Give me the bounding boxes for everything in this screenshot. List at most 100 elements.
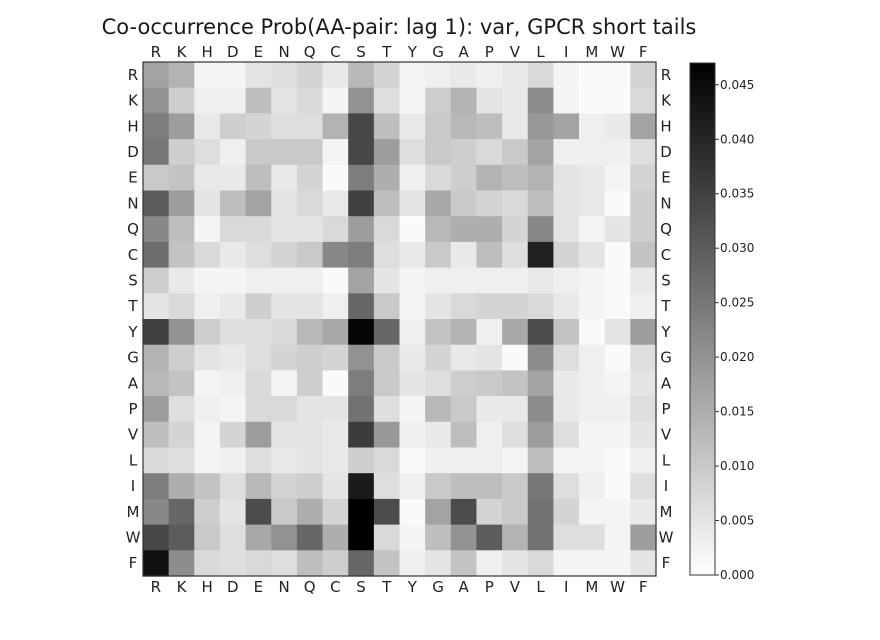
heatmap-cell (502, 319, 529, 346)
heatmap-cell (168, 293, 195, 320)
heatmap-cell (143, 550, 170, 577)
heatmap-cell (527, 498, 554, 526)
y-tick-label: M (660, 503, 673, 521)
heatmap-cell (553, 550, 580, 577)
heatmap-cell (399, 370, 426, 397)
heatmap-cell (194, 344, 221, 371)
heatmap-cell (476, 113, 503, 140)
heatmap-cell (296, 396, 324, 423)
heatmap-cell (476, 267, 503, 294)
heatmap-cell (296, 241, 324, 269)
heatmap-cell (168, 396, 195, 423)
heatmap-cell (348, 421, 375, 449)
heatmap-cell (245, 190, 272, 217)
colorbar-tick-label: 0.020 (720, 350, 754, 364)
y-tick-label: S (661, 271, 671, 289)
heatmap-cell (450, 62, 478, 89)
heatmap-cell (579, 241, 606, 269)
x-tick-label: H (201, 43, 212, 61)
heatmap-cell (194, 319, 221, 346)
heatmap-cell (245, 139, 272, 166)
heatmap-cell (630, 113, 657, 140)
heatmap-cell (502, 498, 529, 526)
heatmap-cell (219, 396, 247, 423)
heatmap-cell (219, 113, 247, 140)
heatmap-cell (271, 550, 298, 577)
heatmap-cell (399, 62, 426, 89)
x-tick-label: K (177, 43, 188, 61)
heatmap-cell (450, 164, 478, 192)
heatmap-cell (245, 524, 272, 551)
heatmap-cell (579, 396, 606, 423)
heatmap-cell (271, 293, 298, 320)
heatmap-cell (399, 293, 426, 320)
y-tick-label: I (664, 477, 668, 495)
heatmap-cell (296, 344, 324, 371)
heatmap-cell (630, 216, 657, 243)
heatmap-cell (168, 447, 195, 474)
heatmap-cell (168, 524, 195, 551)
heatmap-cell (476, 524, 503, 551)
heatmap-cell (450, 319, 478, 346)
heatmap-cell (553, 447, 580, 474)
heatmap-cell (604, 139, 631, 166)
heatmap-cell (271, 87, 298, 114)
heatmap-cell (553, 498, 580, 526)
heatmap-cell (425, 190, 452, 217)
heatmap-cell (450, 87, 478, 114)
heatmap-cell (322, 267, 349, 294)
heatmap-cell (245, 87, 272, 114)
heatmap-cell (143, 293, 170, 320)
chart-title: Co-occurrence Prob(AA-pair: lag 1): var,… (102, 15, 697, 39)
heatmap-cell (399, 447, 426, 474)
heatmap-cell (476, 396, 503, 423)
heatmap-cell (143, 319, 170, 346)
heatmap-cell (219, 370, 247, 397)
x-tick-label: I (564, 578, 568, 596)
heatmap-cell (322, 319, 349, 346)
heatmap-cell (271, 524, 298, 551)
heatmap-cell (194, 293, 221, 320)
heatmap-cell (271, 498, 298, 526)
heatmap-cell (399, 216, 426, 243)
heatmap-cell (630, 139, 657, 166)
heatmap-cell (450, 139, 478, 166)
heatmap-cell (245, 113, 272, 140)
heatmap-cell (322, 396, 349, 423)
y-tick-label: V (128, 426, 139, 444)
heatmap-cell (168, 216, 195, 243)
heatmap-cell (348, 370, 375, 397)
heatmap-cell (271, 241, 298, 269)
heatmap-cell (245, 370, 272, 397)
heatmap-cell (245, 447, 272, 474)
heatmap-cell (553, 267, 580, 294)
heatmap-cell (296, 473, 324, 500)
heatmap-cell (527, 267, 554, 294)
heatmap-cell (502, 344, 529, 371)
x-tick-label: M (585, 578, 598, 596)
heatmap-cell (245, 550, 272, 577)
y-tick-label: E (661, 169, 670, 187)
heatmap-cell (194, 550, 221, 577)
y-tick-label: A (661, 374, 672, 392)
heatmap-cell (373, 498, 401, 526)
heatmap-cell (219, 498, 247, 526)
heatmap-cell (373, 241, 401, 269)
heatmap-cell (630, 447, 657, 474)
heatmap-cell (373, 62, 401, 89)
heatmap-cell (322, 473, 349, 500)
heatmap-cell (143, 87, 170, 114)
heatmap-cell (348, 550, 375, 577)
heatmap-cell (348, 344, 375, 371)
heatmap-cell (450, 473, 478, 500)
heatmap-cell (579, 473, 606, 500)
x-tick-label: V (510, 43, 521, 61)
heatmap-cell (348, 447, 375, 474)
heatmap-cell (168, 241, 195, 269)
heatmap-cell (143, 241, 170, 269)
heatmap-cell (219, 447, 247, 474)
heatmap-cell (476, 550, 503, 577)
heatmap-cell (245, 473, 272, 500)
heatmap-cell (476, 62, 503, 89)
